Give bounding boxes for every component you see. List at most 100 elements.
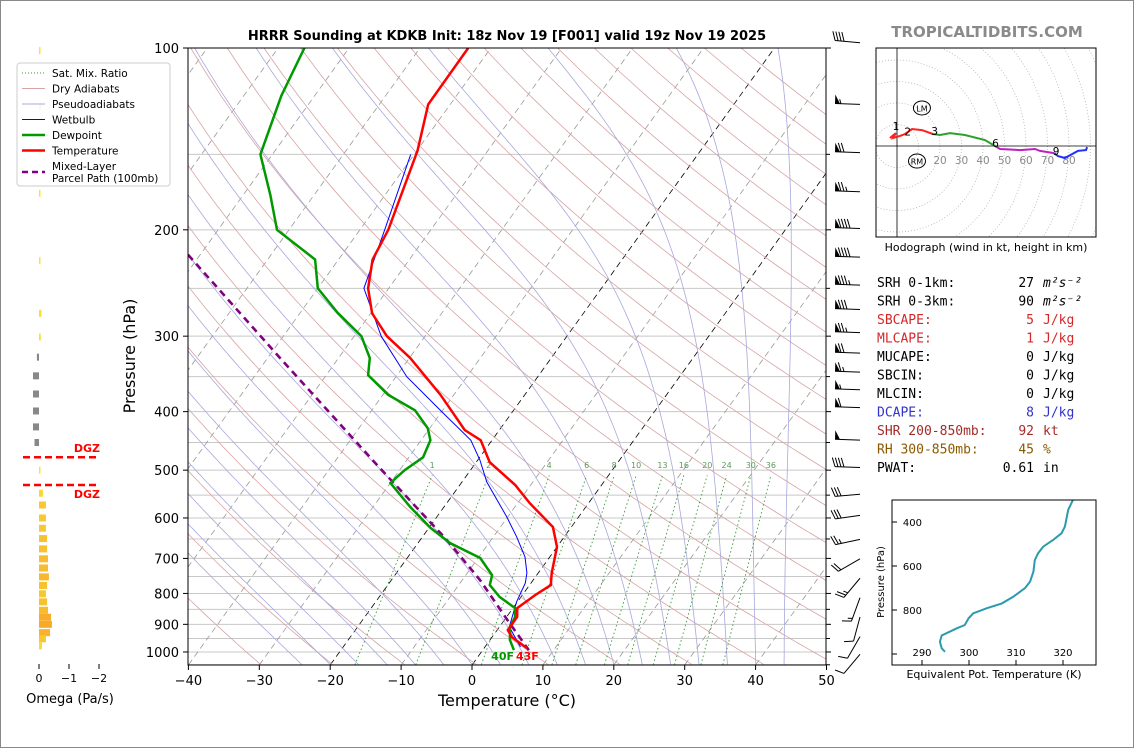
- mixing-ratio-label: 20: [702, 461, 712, 470]
- omega-bar: [39, 466, 41, 474]
- barb-pennant: [835, 379, 841, 390]
- theta-e-y-tick-label: 400: [903, 518, 922, 529]
- mixing-ratio-label: 24: [722, 461, 732, 470]
- skewt-x-label: Temperature (°C): [437, 691, 576, 710]
- omega-tick-label: 0: [36, 672, 43, 685]
- x-tick-label: 30: [676, 674, 693, 689]
- hodograph-height-label: 9: [1053, 146, 1060, 158]
- barb-full: [843, 299, 848, 310]
- wind-barb: [830, 558, 861, 572]
- barb-pennant: [835, 343, 841, 353]
- theta-e-plot: [938, 500, 1074, 653]
- theta-e-x-tick-label: 310: [1006, 648, 1025, 659]
- stat-unit: m²s⁻²: [1042, 276, 1082, 291]
- stat-unit: J/kg: [1043, 387, 1074, 402]
- omega-tick-label: −2: [91, 672, 107, 685]
- omega-bar: [39, 545, 48, 553]
- barb-full: [834, 593, 845, 598]
- barb-full: [830, 510, 836, 520]
- wind-barb: [830, 535, 861, 546]
- omega-bar: [39, 564, 48, 572]
- hodograph-ring-label: 30: [955, 155, 968, 167]
- omega-bar: [33, 390, 39, 398]
- barb-full: [835, 31, 839, 41]
- barb-full: [837, 299, 842, 309]
- pseudoadiabat: [428, 48, 700, 665]
- barb-pennant: [835, 430, 841, 440]
- barb-staff: [843, 653, 861, 674]
- dry-adiabat: [226, 48, 826, 581]
- barb-full: [840, 142, 845, 153]
- storm-motion-label: RM: [911, 158, 924, 167]
- theta-e-x-tick-label: 320: [1053, 648, 1072, 659]
- dgz-label-bottom: DGZ: [74, 488, 100, 501]
- barb-full: [844, 640, 854, 643]
- skewt-axes: −40 −30 −20 −10 0 10 20 30 40 50 100 200 300 400 500 60…: [146, 42, 835, 689]
- pseudoadiabat: [188, 523, 331, 665]
- barb-staff: [853, 616, 861, 642]
- y-tick-label: 100: [154, 42, 179, 57]
- x-tick-label: −30: [246, 674, 273, 689]
- isotherm: [330, 48, 775, 665]
- barb-full: [846, 247, 851, 257]
- mixing-ratio-label: 4: [547, 461, 552, 470]
- hodograph-ring-label: 70: [1041, 155, 1054, 167]
- barb-staff: [835, 538, 861, 546]
- mixing-ratio-label: 13: [657, 461, 667, 470]
- pseudoadiabat: [188, 461, 388, 665]
- legend: Sat. Mix. Ratio Dry Adiabats Pseudoadiabat…: [16, 62, 171, 187]
- mixing-ratio-line: [722, 475, 772, 665]
- mixing-ratio-label: 30: [746, 461, 756, 470]
- mixing-ratio-line: [551, 475, 615, 665]
- barb-full: [833, 487, 839, 497]
- skewt-background-lines: 1 2 4 6 8 10 13 16 20 24 30 36: [188, 48, 1134, 665]
- stat-value: 0.61: [1003, 461, 1034, 476]
- stat-label: PWAT:: [877, 461, 916, 476]
- omega-bar: [39, 489, 43, 497]
- omega-bar: [39, 581, 48, 589]
- wind-barb: [830, 486, 861, 497]
- omega-bar: [39, 514, 46, 522]
- dewpoint-line: [259, 48, 517, 651]
- dry-adiabat: [188, 597, 262, 665]
- mixing-ratio-line: [480, 475, 550, 665]
- barb-full: [833, 509, 839, 519]
- mixing-ratio-label: 8: [612, 461, 617, 470]
- barb-full: [838, 655, 848, 659]
- stat-label: SBCIN:: [877, 369, 924, 384]
- y-tick-label: 700: [154, 552, 179, 567]
- hodograph-segment: [1053, 146, 1089, 160]
- wind-barb: [838, 636, 861, 659]
- dgz-label-top: DGZ: [74, 442, 100, 455]
- omega-bar: [39, 590, 46, 598]
- isotherm: [188, 48, 633, 665]
- mixing-ratio-line: [415, 475, 490, 665]
- omega-bar: [39, 642, 42, 650]
- skewt-y-label: Pressure (hPa): [120, 299, 139, 414]
- barb-full: [832, 31, 836, 41]
- barb-full: [833, 535, 839, 545]
- wind-barb: [834, 94, 861, 105]
- hodograph-ring-label: 20: [933, 155, 946, 167]
- wind-barb: [834, 218, 861, 229]
- omega-bar: [39, 629, 51, 637]
- legend-label: Sat. Mix. Ratio: [52, 68, 128, 80]
- barb-full: [837, 343, 842, 353]
- mixing-ratio-label: 16: [679, 461, 689, 470]
- stat-value: 0: [1026, 350, 1034, 365]
- isotherm: [827, 48, 1134, 665]
- legend-label: Temperature: [51, 146, 119, 158]
- barb-pennant: [835, 142, 841, 152]
- barb-pennant: [835, 299, 841, 309]
- dry-adiabat: [188, 407, 477, 665]
- dry-adiabat: [190, 48, 826, 620]
- omega-bar: [39, 555, 48, 563]
- y-tick-label: 900: [154, 618, 179, 633]
- legend-label: Mixed-Layer: [52, 161, 117, 173]
- barb-staff: [834, 351, 861, 354]
- pseudoadiabat: [777, 48, 792, 665]
- barb-pennant: [835, 397, 841, 407]
- storm-motion-label: LM: [916, 104, 927, 113]
- stat-unit: J/kg: [1043, 369, 1074, 384]
- stat-value: 27: [1018, 276, 1034, 291]
